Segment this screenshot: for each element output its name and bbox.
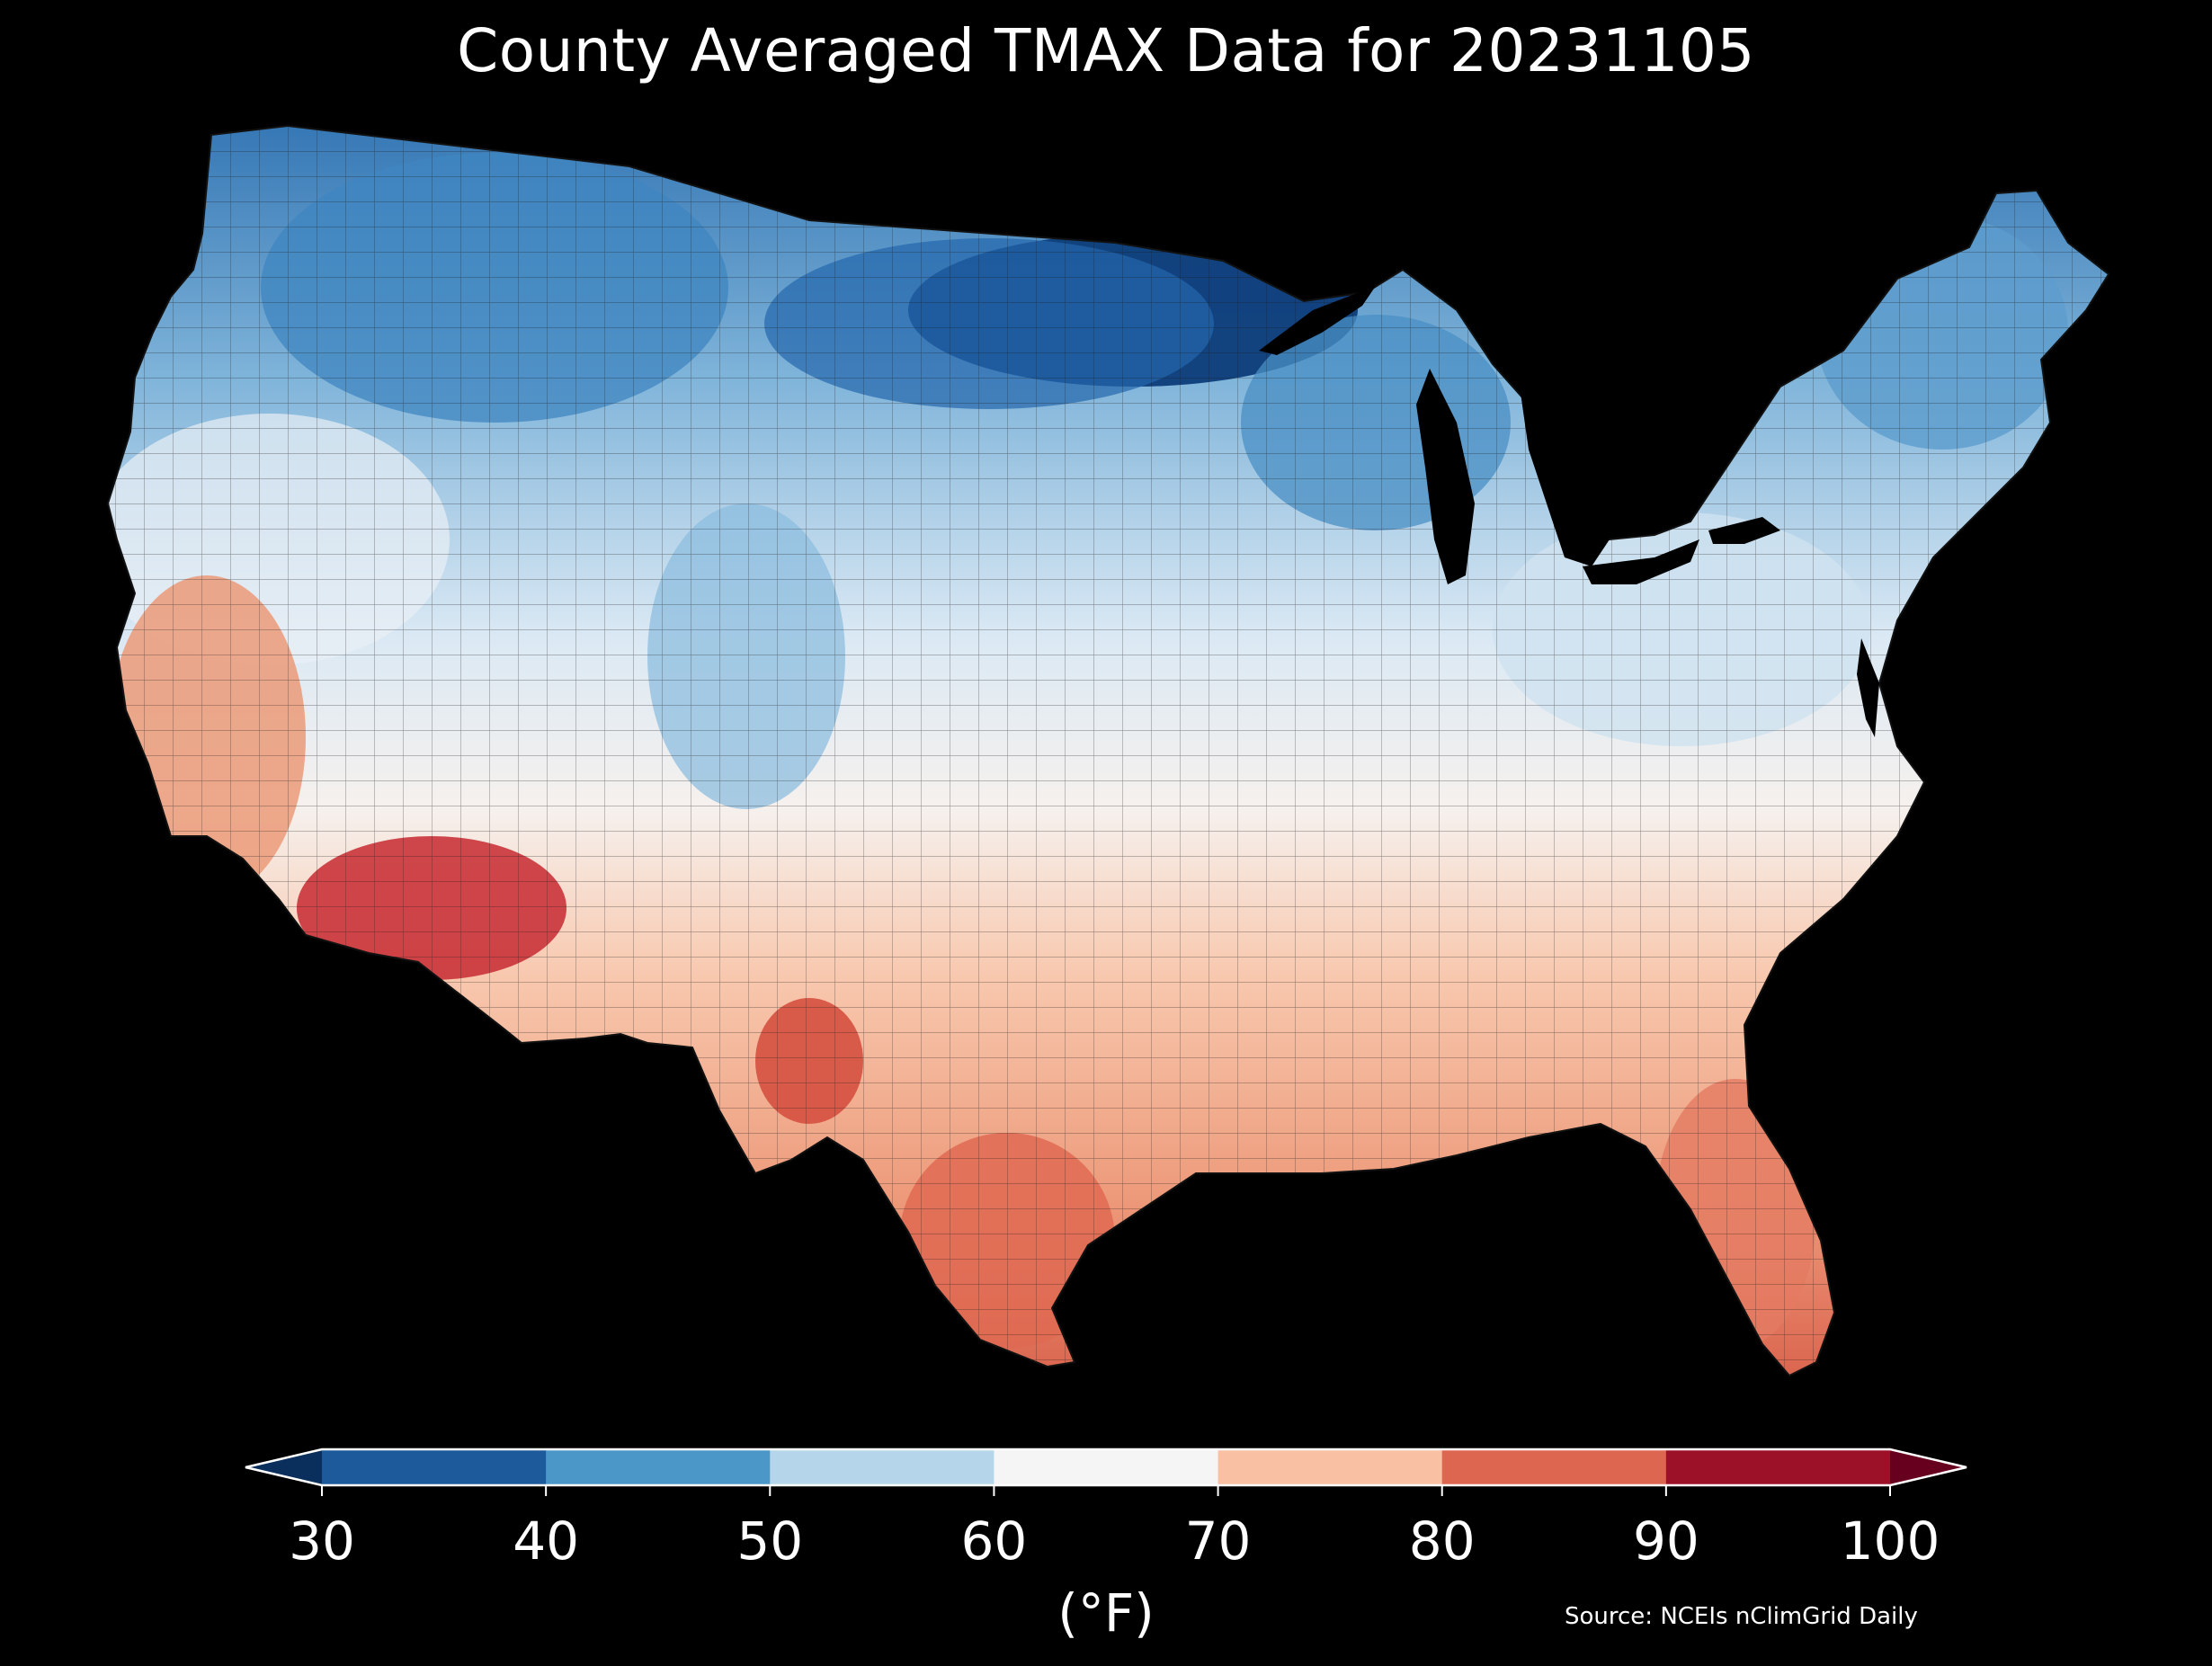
map-title: County Averaged TMAX Data for 20231105 bbox=[457, 16, 1755, 85]
source-note: Source: NCEIs nClimGrid Daily bbox=[1565, 1603, 1918, 1630]
colorbar-tick-label: 30 bbox=[289, 1510, 355, 1572]
great-lakes bbox=[1259, 286, 1780, 584]
colorbar-segment bbox=[546, 1449, 771, 1485]
colorbar-tick-label: 80 bbox=[1408, 1510, 1476, 1572]
colorbar-segment bbox=[994, 1449, 1219, 1485]
colorbar-tick-label: 40 bbox=[513, 1510, 580, 1572]
colorbar-tick-label: 60 bbox=[960, 1510, 1028, 1572]
colorbar-tick-label: 50 bbox=[736, 1510, 804, 1572]
colorbar-segment bbox=[1441, 1449, 1667, 1485]
colorbar-segment bbox=[1217, 1449, 1443, 1485]
colorbar-over-arrow bbox=[1890, 1449, 1967, 1485]
colorbar-tick-label: 70 bbox=[1184, 1510, 1252, 1572]
colorbar-tick-label: 90 bbox=[1632, 1510, 1699, 1572]
colorbar-segment bbox=[322, 1449, 547, 1485]
colorbar-segment bbox=[1665, 1449, 1891, 1485]
colorbar-under-arrow bbox=[245, 1449, 322, 1485]
colorbar-tick-label: 100 bbox=[1840, 1510, 1940, 1572]
colorbar-segment bbox=[770, 1449, 995, 1485]
colorbar-unit-label: (°F) bbox=[1057, 1582, 1155, 1644]
